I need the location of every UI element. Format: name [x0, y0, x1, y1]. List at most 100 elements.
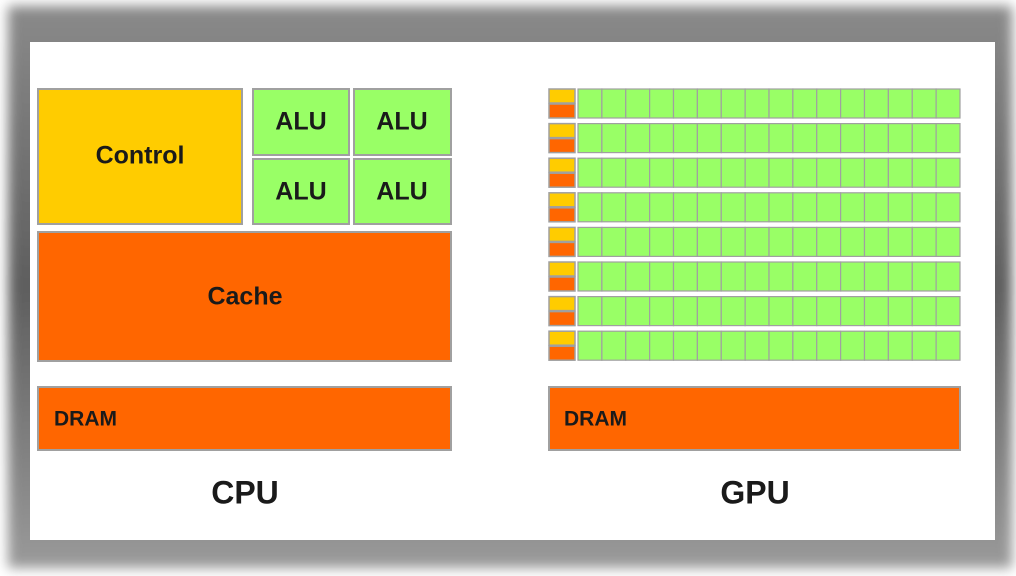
gpu-alu: [911, 296, 937, 327]
gpu-alu: [672, 330, 698, 361]
gpu-alu: [863, 261, 889, 292]
gpu-alu: [911, 157, 937, 188]
gpu-alu: [887, 192, 913, 223]
gpu-alu: [720, 226, 746, 257]
gpu-alu: [672, 157, 698, 188]
gpu-control: [548, 261, 576, 277]
gpu-alu: [935, 192, 961, 223]
gpu-alu: [744, 192, 770, 223]
gpu-alu: [863, 192, 889, 223]
gpu-alu: [863, 157, 889, 188]
gpu-alu: [816, 122, 842, 154]
gpu-alu: [577, 192, 603, 223]
gpu-alu: [792, 88, 818, 119]
gpu-alu: [840, 157, 866, 188]
gpu-alu: [649, 296, 675, 327]
gpu-alu: [577, 296, 603, 327]
gpu-alu: [649, 226, 675, 257]
gpu-alu: [863, 296, 889, 327]
gpu-alu: [625, 122, 651, 154]
gpu-alu: [720, 192, 746, 223]
gpu-alu: [625, 192, 651, 223]
gpu-alu: [840, 88, 866, 119]
alu-block: [252, 88, 350, 156]
gpu-alu: [625, 296, 651, 327]
gpu-alu: [887, 261, 913, 292]
gpu-alu: [816, 296, 842, 327]
gpu-label: GPU: [720, 474, 789, 510]
gpu-alu: [840, 192, 866, 223]
gpu-alu: [696, 157, 722, 188]
dram-block: [37, 386, 452, 451]
gpu-cache: [548, 241, 576, 258]
gpu-alu: [720, 88, 746, 119]
gpu-alu: [720, 157, 746, 188]
gpu-alu: [792, 192, 818, 223]
gpu-alu: [816, 88, 842, 119]
cache-label: Cache: [207, 283, 282, 311]
gpu-alu: [887, 296, 913, 327]
gpu-alu: [840, 261, 866, 292]
gpu-alu: [840, 226, 866, 257]
gpu-alu: [696, 192, 722, 223]
gpu-alu: [720, 122, 746, 154]
alu-block: [353, 88, 452, 156]
gpu-alu: [935, 157, 961, 188]
gpu-alu: [840, 122, 866, 154]
gpu-alu: [768, 330, 794, 361]
gpu-alu: [840, 296, 866, 327]
gpu-alu: [911, 192, 937, 223]
gpu-alu: [649, 157, 675, 188]
gpu-alu: [744, 157, 770, 188]
gpu-alu: [649, 330, 675, 361]
gpu-control: [548, 192, 576, 208]
gpu-alu: [696, 122, 722, 154]
gpu-alu: [601, 330, 627, 361]
cache-block: [37, 231, 452, 362]
gpu-alu: [935, 261, 961, 292]
alu-label: ALU: [376, 178, 427, 206]
gpu-alu: [863, 122, 889, 154]
gpu-alu: [935, 330, 961, 361]
gpu-alu: [768, 296, 794, 327]
gpu-alu: [625, 330, 651, 361]
gpu-cache: [548, 137, 576, 154]
gpu-alu: [744, 330, 770, 361]
gpu-alu: [935, 296, 961, 327]
gpu-cache: [548, 207, 576, 223]
gpu-alu: [696, 296, 722, 327]
gpu-alu: [601, 261, 627, 292]
gpu-alu: [792, 261, 818, 292]
gpu-alu: [649, 192, 675, 223]
gpu-alu: [696, 88, 722, 119]
gpu-alu: [649, 88, 675, 119]
gpu-alu: [887, 226, 913, 257]
gpu-alu: [577, 330, 603, 361]
gpu-alu: [744, 88, 770, 119]
gpu-alu: [601, 192, 627, 223]
gpu-alu: [768, 226, 794, 257]
gpu-cache: [548, 172, 576, 188]
gpu-control: [548, 226, 576, 243]
gpu-alu: [816, 192, 842, 223]
alu-label: ALU: [275, 108, 326, 136]
gpu-alu: [816, 261, 842, 292]
gpu-alu: [601, 157, 627, 188]
gpu-alu: [911, 88, 937, 119]
gpu-alu: [816, 226, 842, 257]
gpu-alu: [911, 330, 937, 361]
gpu-alu: [672, 261, 698, 292]
gpu-alu: [672, 88, 698, 119]
gpu-alu: [768, 261, 794, 292]
alu-block: [353, 158, 452, 225]
gpu-alu: [887, 88, 913, 119]
dram-label: DRAM: [54, 408, 117, 431]
gpu-alu: [672, 192, 698, 223]
gpu-alu: [768, 192, 794, 223]
gpu-alu: [816, 330, 842, 361]
alu-block: [252, 158, 350, 225]
gpu-alu: [816, 157, 842, 188]
gpu-alu: [935, 88, 961, 119]
